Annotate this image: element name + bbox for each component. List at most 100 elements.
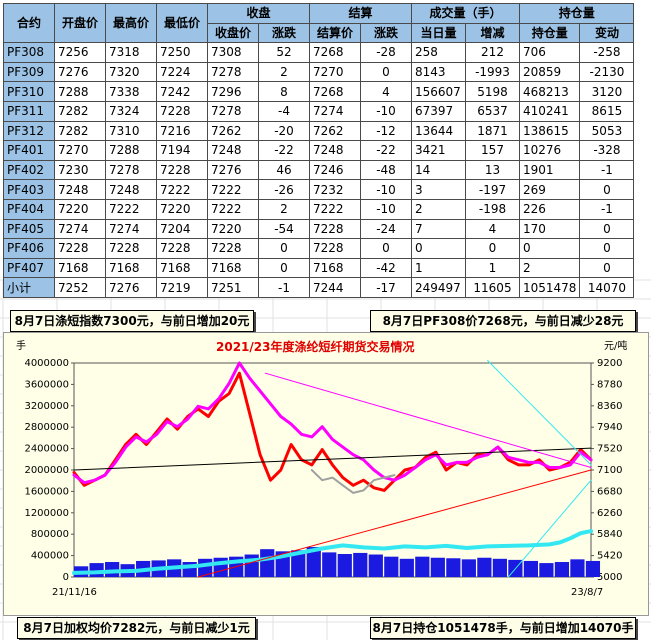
cell-close: 7278 bbox=[207, 100, 259, 122]
cell-oichg: 0 bbox=[579, 179, 635, 200]
table-row: PF310 7288 7338 7242 7296 8 7268 4 156607 5198 468… bbox=[3, 81, 635, 102]
header-oi-group: 持仓量 bbox=[518, 3, 635, 24]
trend-line bbox=[507, 479, 592, 578]
cell-oichg: 8615 bbox=[579, 100, 635, 122]
cell-schg: -42 bbox=[360, 257, 412, 279]
header-contract: 合约 bbox=[3, 2, 55, 44]
volume-bar bbox=[430, 557, 445, 577]
volume-bar bbox=[492, 558, 507, 577]
cell-high: 7324 bbox=[105, 100, 157, 122]
cell-schg: -22 bbox=[360, 140, 412, 161]
cell-vol: 258 bbox=[411, 42, 466, 63]
cell-high: 7274 bbox=[105, 218, 157, 240]
cell-vol: 7 bbox=[411, 218, 466, 240]
cell-oi: 10276 bbox=[518, 140, 581, 161]
right-tick-label: 7100 bbox=[597, 465, 622, 476]
cell-c: 小计 bbox=[3, 277, 55, 298]
cell-high: 7310 bbox=[105, 120, 157, 142]
cell-cchg: -1 bbox=[258, 277, 310, 298]
cell-vchg: 6537 bbox=[465, 100, 520, 122]
cell-oi: 706 bbox=[518, 42, 581, 63]
cell-c: PF403 bbox=[3, 179, 55, 200]
volume-bar bbox=[446, 558, 461, 577]
cell-high: 7318 bbox=[105, 42, 157, 63]
cell-settle: 7222 bbox=[309, 198, 361, 220]
cell-vchg: 1871 bbox=[465, 120, 520, 142]
cell-cchg: -20 bbox=[258, 120, 310, 142]
volume-bar bbox=[523, 560, 538, 577]
cell-cchg: 0 bbox=[258, 257, 310, 279]
cell-oichg: -1 bbox=[579, 159, 635, 181]
left-axis-unit: 手 bbox=[16, 339, 26, 352]
trend-line bbox=[73, 447, 592, 471]
table-row: PF312 7282 7310 7216 7262 -20 7262 -12 13644 1871… bbox=[3, 120, 635, 142]
cell-vol: 3421 bbox=[411, 140, 466, 161]
cell-schg: -24 bbox=[360, 218, 412, 240]
cell-c: PF310 bbox=[3, 81, 55, 102]
cell-cchg: 8 bbox=[258, 81, 310, 102]
cell-close: 7308 bbox=[207, 42, 259, 63]
volume-bar bbox=[322, 552, 337, 577]
left-tick-label: 4000000 bbox=[24, 358, 69, 369]
cell-oichg: -328 bbox=[579, 140, 635, 161]
table-row: PF311 7282 7324 7228 7278 -4 7274 -10 67397 6537 4… bbox=[3, 100, 635, 122]
cell-open: 7252 bbox=[54, 277, 106, 298]
left-tick-label: 2000000 bbox=[24, 465, 69, 476]
volume-bar bbox=[368, 554, 383, 577]
cell-cchg: 0 bbox=[258, 238, 310, 259]
left-tick-label: 1200000 bbox=[24, 508, 69, 519]
volume-bar bbox=[198, 558, 213, 577]
right-tick-label: 9200 bbox=[597, 358, 622, 369]
cell-settle: 7262 bbox=[309, 120, 361, 142]
cell-low: 7216 bbox=[156, 120, 208, 142]
cell-open: 7248 bbox=[54, 179, 106, 200]
cell-oi: 0 bbox=[518, 238, 581, 259]
right-tick-label: 5840 bbox=[597, 529, 622, 540]
cell-c: PF401 bbox=[3, 140, 55, 161]
volume-bar bbox=[337, 553, 352, 577]
cell-close: 7251 bbox=[207, 277, 259, 298]
cell-open: 7288 bbox=[54, 81, 106, 102]
chart-panel: 2021/23年度涤纶短纤期货交易情况手元/吨 4000000 3600000 320… bbox=[3, 332, 649, 616]
cell-high: 7248 bbox=[105, 179, 157, 200]
cell-oichg: 3120 bbox=[579, 81, 635, 102]
cell-vol: 14 bbox=[411, 159, 466, 181]
table-row: PF401 7270 7288 7194 7248 -22 7248 -22 3421 157 10… bbox=[3, 140, 635, 161]
cell-settle: 7168 bbox=[309, 257, 361, 279]
cell-settle: 7228 bbox=[309, 238, 361, 259]
cell-settle: 7274 bbox=[309, 100, 361, 122]
cell-cchg: 2 bbox=[258, 198, 310, 220]
cell-vol: 67397 bbox=[411, 100, 466, 122]
header-close-chg: 涨跌 bbox=[258, 22, 310, 44]
cell-schg: -48 bbox=[360, 159, 412, 181]
right-tick-label: 8780 bbox=[597, 379, 622, 390]
cell-oi: 468213 bbox=[518, 81, 581, 102]
cell-oichg: -1 bbox=[579, 198, 635, 220]
cell-c: PF402 bbox=[3, 159, 55, 181]
cell-open: 7256 bbox=[54, 42, 106, 63]
trend-line bbox=[487, 360, 592, 466]
cell-high: 7320 bbox=[105, 61, 157, 83]
chart-title: 2021/23年度涤纶短纤期货交易情况 bbox=[216, 339, 414, 354]
right-tick-label: 6680 bbox=[597, 486, 622, 497]
cell-high: 7278 bbox=[105, 159, 157, 181]
cell-high: 7168 bbox=[105, 257, 157, 279]
cell-cchg: 2 bbox=[258, 61, 310, 83]
cell-close: 7228 bbox=[207, 238, 259, 259]
volume-bar bbox=[477, 557, 492, 577]
cell-vchg: 11605 bbox=[465, 277, 520, 298]
cell-vol: 8143 bbox=[411, 61, 466, 83]
cell-low: 7250 bbox=[156, 42, 208, 63]
cell-oi: 410241 bbox=[518, 100, 581, 122]
cell-c: PF406 bbox=[3, 238, 55, 259]
cell-c: PF407 bbox=[3, 257, 55, 279]
header-volume: 当日量 bbox=[411, 22, 466, 44]
cell-vchg: -1993 bbox=[465, 61, 520, 83]
header-oi: 持仓量 bbox=[518, 22, 581, 44]
cell-vchg: 5198 bbox=[465, 81, 520, 102]
left-tick-label: 800000 bbox=[31, 529, 69, 540]
cell-open: 7220 bbox=[54, 198, 106, 220]
cell-schg: -12 bbox=[360, 120, 412, 142]
table-row: PF406 7228 7228 7228 7228 0 7228 0 0 0 0 0 bbox=[3, 238, 635, 259]
cell-low: 7224 bbox=[156, 61, 208, 83]
